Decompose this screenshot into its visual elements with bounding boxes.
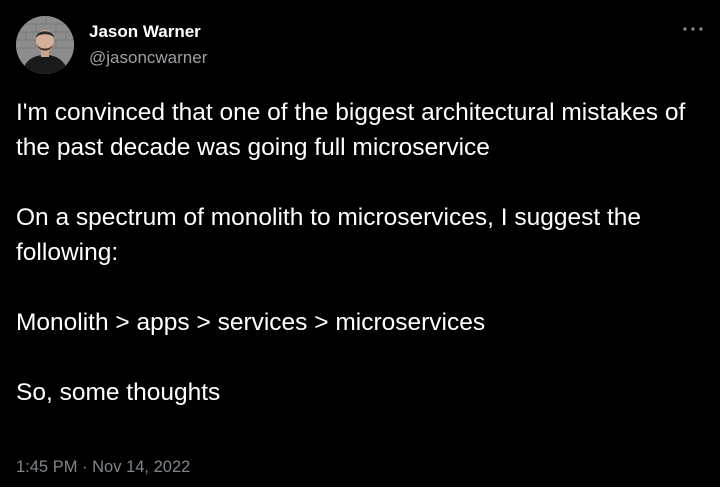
author-display-name[interactable]: Jason Warner: [89, 22, 201, 41]
more-horizontal-icon[interactable]: [680, 22, 706, 36]
profile-photo-icon: [16, 16, 74, 74]
paragraph-gap: [16, 165, 706, 200]
tweet-paragraph: I'm convinced that one of the biggest ar…: [16, 99, 686, 161]
tweet-paragraph: On a spectrum of monolith to microservic…: [16, 204, 642, 266]
avatar[interactable]: [16, 16, 74, 74]
paragraph-gap: [16, 340, 706, 375]
paragraph-gap: [16, 270, 706, 305]
tweet-date[interactable]: Nov 14, 2022: [92, 458, 191, 476]
tweet-text: I'm convinced that one of the biggest ar…: [16, 95, 706, 410]
tweet-time[interactable]: 1:45 PM: [16, 458, 78, 476]
author-handle[interactable]: @jasoncwarner: [89, 48, 208, 67]
tweet-paragraph: Monolith > apps > services > microservic…: [16, 309, 486, 336]
tweet-timestamp[interactable]: 1:45 PM · Nov 14, 2022: [16, 458, 190, 477]
tweet-paragraph: So, some thoughts: [16, 379, 221, 406]
timestamp-separator: ·: [82, 458, 88, 476]
